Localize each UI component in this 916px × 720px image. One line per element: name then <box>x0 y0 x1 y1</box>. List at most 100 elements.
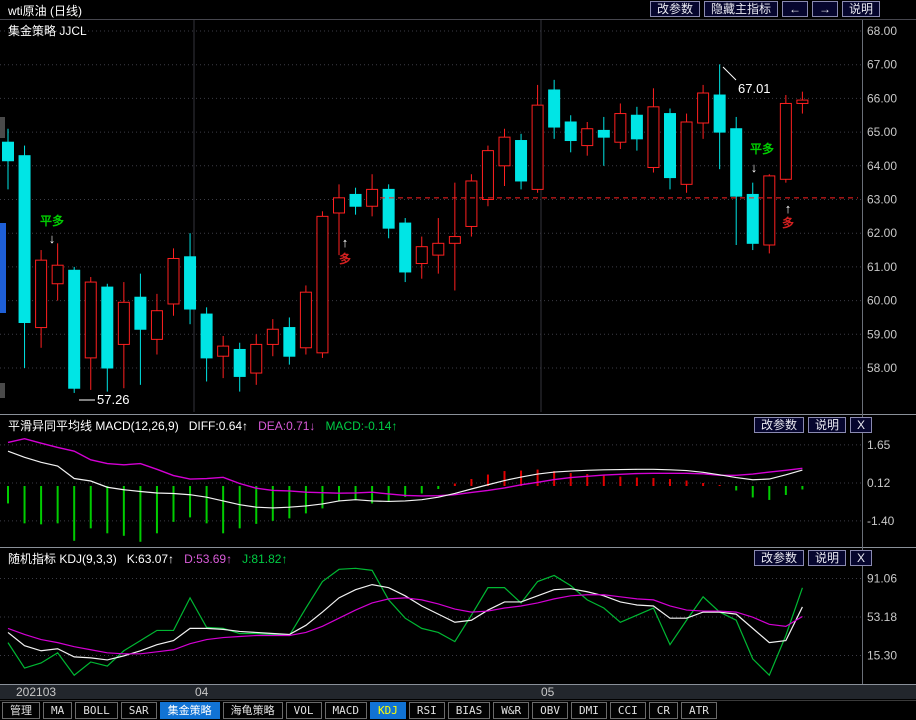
toolbar-button-CCI[interactable]: CCI <box>609 702 646 719</box>
strategy-subtitle: 集金策略 JJCL <box>8 24 87 38</box>
hide-main-indicator-button[interactable]: 隐藏主指标 <box>703 1 778 17</box>
candle-down <box>548 89 561 128</box>
candle-up <box>266 328 279 345</box>
toolbar-button-OBV[interactable]: OBV <box>532 702 568 719</box>
toolbar-button-VOL[interactable]: VOL <box>285 702 322 719</box>
macd-title: 平滑异同平均线 MACD(12,26,9) <box>8 419 179 433</box>
left-scrollbar-thumb[interactable] <box>0 223 6 313</box>
candle-up <box>680 121 693 185</box>
candle-up <box>614 113 627 143</box>
macd-macd-value: MACD:-0.14↑ <box>325 418 398 433</box>
macd-axis-label: 1.65 <box>867 438 891 452</box>
candle-up <box>498 136 511 167</box>
price-axis-label: 63.00 <box>867 193 897 207</box>
price-axis-label: 59.00 <box>867 327 897 341</box>
price-axis-label: 65.00 <box>867 125 897 139</box>
toolbar-button-DMI[interactable]: DMI <box>571 702 607 719</box>
macd-button-group: 改参数 说明 X <box>753 417 872 433</box>
toolbar-button-W&R[interactable]: W&R <box>493 702 530 719</box>
candle-up <box>481 150 494 200</box>
toolbar-button-KDJ[interactable]: KDJ <box>370 702 406 719</box>
toolbar-button-集金策略[interactable]: 集金策略 <box>159 702 220 719</box>
top-title-bar: wti原油 (日线) 改参数 隐藏主指标 ← → 说明 <box>0 0 916 20</box>
candle-up <box>796 99 809 104</box>
macd-axis-label: -1.40 <box>867 514 895 528</box>
price-axis-label: 68.00 <box>867 24 897 38</box>
macd-change-params-button[interactable]: 改参数 <box>753 417 804 433</box>
toolbar-button-BIAS[interactable]: BIAS <box>447 702 491 719</box>
candle-up <box>84 281 97 359</box>
price-axis-label: 66.00 <box>867 91 897 105</box>
candle-up <box>448 236 461 244</box>
dea-line <box>7 437 803 497</box>
panel-dividers <box>0 20 916 685</box>
close-long-signal-label: 平多 <box>750 141 774 156</box>
toolbar-button-BOLL[interactable]: BOLL <box>75 702 118 719</box>
right-arrow-button[interactable]: → <box>811 1 838 17</box>
candle-up <box>333 197 345 214</box>
candle-down <box>18 155 31 324</box>
candle-up <box>366 188 379 207</box>
macd-close-button[interactable]: X <box>849 417 872 433</box>
toolbar-button-CR[interactable]: CR <box>648 702 678 719</box>
candle-down <box>134 296 147 330</box>
chart-svg[interactable]: 68.00 67.00 66.00 65.00 64.00 63.00 62.00 61.00… <box>0 20 916 700</box>
left-scrollbar-mark <box>0 117 5 138</box>
candle-up <box>35 259 48 329</box>
candle-up <box>299 291 312 349</box>
toolbar-button-管理[interactable]: 管理 <box>2 702 40 719</box>
toolbar-button-MA[interactable]: MA <box>43 702 73 719</box>
open-long-signal-label: 多 <box>339 251 351 266</box>
kdj-button-group: 改参数 说明 X <box>753 550 872 566</box>
high-price-marker-line <box>722 66 737 81</box>
kdj-title: 随机指标 KDJ(9,3,3) <box>8 552 117 566</box>
change-params-button[interactable]: 改参数 <box>649 1 700 17</box>
kdj-change-params-button[interactable]: 改参数 <box>753 550 804 566</box>
time-axis-strip: 202103 04 05 <box>0 685 916 699</box>
kdj-chart-panel: 91.06 53.18 15.30 <box>0 567 897 677</box>
left-arrow-button[interactable]: ← <box>781 1 808 17</box>
kdj-close-button[interactable]: X <box>849 550 872 566</box>
signal-up-arrow-icon: ↑ <box>785 201 792 216</box>
time-axis-label: 202103 <box>16 685 57 699</box>
bottom-toolbar: 管理 MA BOLL SAR 集金策略 海龟策略 VOL MACD KDJ RSI BIAS W&R O… <box>0 700 916 720</box>
toolbar-button-SAR[interactable]: SAR <box>120 702 157 719</box>
j-line <box>7 567 803 677</box>
candle-up <box>779 102 792 180</box>
low-price-label: 57.26 <box>97 392 130 407</box>
help-button[interactable]: 说明 <box>841 1 880 17</box>
candle-down <box>515 140 528 182</box>
macd-axis-label: 0.12 <box>867 476 891 490</box>
signal-up-arrow-icon: ↑ <box>342 235 349 250</box>
candle-down <box>630 114 643 140</box>
time-axis-label: 04 <box>195 685 209 699</box>
kdj-d-value: D:53.69↑ <box>184 551 233 566</box>
candle-down <box>399 222 412 273</box>
candle-up <box>51 264 64 285</box>
kdj-axis-label: 15.30 <box>867 649 897 663</box>
kdj-help-button[interactable]: 说明 <box>807 550 846 566</box>
candle-down <box>597 129 610 138</box>
macd-help-button[interactable]: 说明 <box>807 417 846 433</box>
price-axis-label: 62.00 <box>867 226 897 240</box>
top-button-group: 改参数 隐藏主指标 ← → 说明 <box>649 1 880 17</box>
candle-up <box>117 301 130 345</box>
signal-down-arrow-icon: ↓ <box>49 231 56 246</box>
signal-down-arrow-icon: ↓ <box>751 160 758 175</box>
toolbar-button-海龟策略[interactable]: 海龟策略 <box>222 702 283 719</box>
candle-down <box>382 188 395 229</box>
open-long-signal-label: 多 <box>782 215 794 230</box>
candle-down <box>101 286 114 369</box>
candle-down <box>730 128 743 197</box>
toolbar-button-ATR[interactable]: ATR <box>681 702 717 719</box>
left-scrollbar-mark <box>0 383 5 398</box>
k-line <box>7 583 803 661</box>
d-line <box>7 594 803 655</box>
kdj-axis-label: 53.18 <box>867 610 897 624</box>
price-axis-label: 61.00 <box>867 260 897 274</box>
candle-down <box>664 113 676 179</box>
macd-panel-header: 平滑异同平均线 MACD(12,26,9) DIFF:0.64↑ DEA:0.7… <box>0 415 916 436</box>
toolbar-button-RSI[interactable]: RSI <box>408 702 445 719</box>
toolbar-button-MACD[interactable]: MACD <box>324 702 367 719</box>
